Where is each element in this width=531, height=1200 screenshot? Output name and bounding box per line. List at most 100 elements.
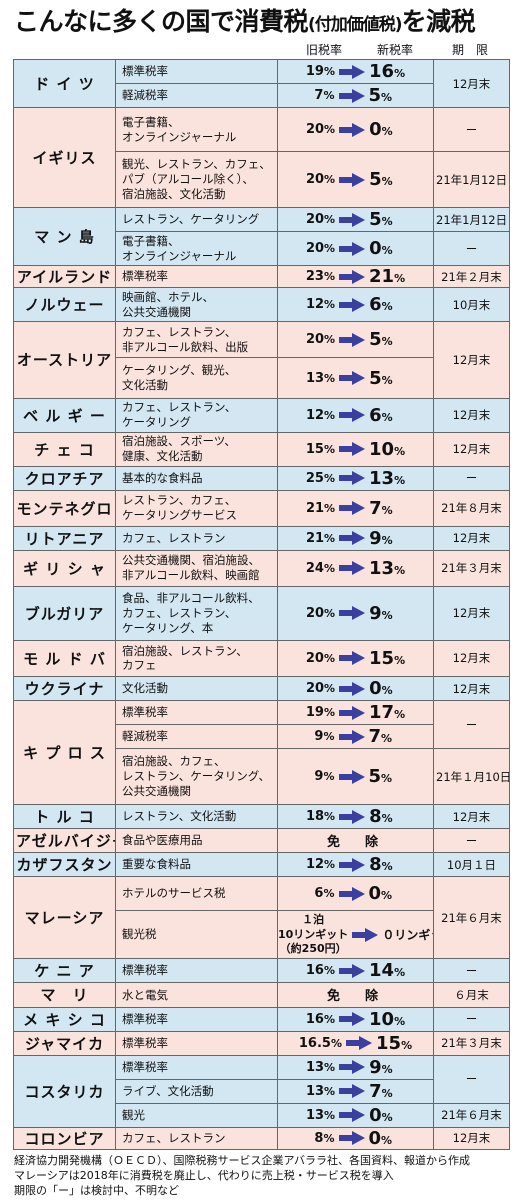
old-rate: 23% [306,269,335,284]
deadline-cell: 12月末 [433,525,510,551]
old-rate: 21% [306,531,335,546]
new-rate: 7% [369,726,405,747]
category-cell: 電子書籍、 オンラインジャーナル [115,107,278,153]
new-rate: 7% [369,1081,405,1102]
new-rate-value: 5 [368,766,382,788]
new-rate: 21% [369,266,406,288]
percent-sign: % [381,1062,393,1076]
new-rate: 10% [369,1009,405,1030]
table-row: 軽減税率 7% 5% [14,83,510,109]
percent-sign: % [324,371,336,385]
deadline-cell: 21年1月12日 [433,151,510,209]
exempt-label: 免 除 [326,835,384,851]
country-name: オーストリア [13,321,116,399]
new-rate-value: 9 [369,527,382,549]
percent-sign: % [324,213,336,227]
country-name: ブルガリア [13,585,116,641]
percent-sign: % [324,298,336,312]
category-cell: 標準税率 [115,1030,278,1056]
rate-cell: 19% 16% [277,58,434,85]
rate-cell: 9% 7% [277,724,434,750]
deadline-cell: 12月末 [433,397,510,433]
percent-sign: % [324,682,336,696]
arrow-right-icon [338,769,365,784]
old-rate-value: 24 [305,560,324,576]
old-rate-value: 9 [314,769,324,785]
arrow-right-icon [339,681,366,696]
category-cell: 電子書籍、 オンラインジャーナル [115,231,278,267]
table-row: マ リ水と電気 免 除 ６月末 [13,982,510,1008]
category-cell: ケータリング、観光、 文化活動 [115,357,278,399]
new-rate: 0% [369,119,405,140]
old-rate: 9% [307,769,334,785]
country-name: イギリス [13,107,116,209]
percent-sign: % [394,272,406,286]
percent-sign: % [394,966,406,980]
new-rate: 16% [369,61,405,82]
arrow-right-icon [339,371,366,386]
percent-sign: % [394,563,406,577]
old-rate: 25% [306,471,335,486]
category-cell: カフェ、レストラン、 非アルコール飲料、出版 [115,321,278,359]
rate-cell: １泊 10リンギット （約250円） ０リンギット [277,910,434,960]
deadline-cell: 12月末 [433,676,510,702]
new-rate-value: 5 [368,85,382,107]
old-rate-value: 21 [305,530,325,546]
old-rate-value: 20 [305,212,325,228]
new-rate-value: 21 [369,266,395,288]
percent-sign: % [381,812,393,826]
percent-sign: % [381,860,393,874]
table-row: ジャマイカ 標準税率 16.5% 15% 21年３月末 [13,1030,510,1056]
arrow-right-icon [339,561,366,576]
old-rate: 19% [306,64,335,79]
table-row: モンテネグロ レストラン、カフェ、 ケータリングサービス 21% 7% 21年８月末 [13,489,510,527]
percent-sign: % [394,473,406,487]
rate-cell: 18% 8% [277,804,434,830]
old-rate: 20% [306,241,335,256]
percent-sign: % [323,442,336,456]
rate-cell: 13% 7% [277,1078,434,1104]
percent-sign: % [394,444,406,458]
category-cell: 標準税率 [115,1054,278,1080]
old-rate-value: 20 [305,605,325,621]
new-rate: 9% [369,528,405,549]
rate-cell: 9% 5% [277,748,434,806]
percent-sign: % [381,335,393,349]
deadline-cell: 21年１月10日 [433,748,510,806]
country-name: ノルウェー [13,287,116,323]
deadline-cell: 12月末 [433,1126,510,1151]
category-cell: 食品や医療用品 [115,828,278,854]
old-rate: 16.5% [299,1036,342,1051]
table-row: ブルガリア 食品、非アルコール飲料、 カフェ、レストラン、 ケータリング、本 20%… [13,585,510,641]
rate-cell: 23% 21% [277,265,434,289]
new-rate: 0% [369,1128,405,1148]
deadline-cell: ー [433,107,510,153]
category-cell: レストラン、カフェ、 ケータリングサービス [115,489,278,527]
country-name: ケ ニ ア [13,958,116,984]
new-rate: 7% [369,498,405,519]
table-row: ベ ル ギ ーカフェ、レストラン、 ケータリング 12% 6% 12月末 [13,397,510,433]
old-rate-value: 13 [305,1107,325,1123]
table-row: ケ ニ ア標準税率 16% 14% ー [13,958,510,984]
arrow-right-icon [339,172,366,187]
rate-cell: 12% 6% [277,287,434,323]
arrow-right-icon [339,1012,366,1027]
table-row: モ ル ド バ宿泊施設、レストラン、 カフェ 20% 15% 12月末 [13,639,510,678]
percent-sign: % [324,123,336,137]
table-row: マレーシア ホテルのサービス税 6% 0% 21年６月末 [13,876,510,960]
new-rate-value: 7 [368,726,382,748]
category-cell: カフェ、レストラン [115,1126,278,1151]
arrow-right-icon [339,501,366,516]
category-cell: 映画館、ホテル、 公共交通機関 [115,287,278,323]
category-cell: 観光税 [115,910,278,960]
category-cell: 文化活動 [115,676,278,702]
category-cell: 水と電気 [115,982,278,1008]
new-rate: 5% [369,85,405,106]
rate-cell: 20% 5% [277,151,434,209]
category-cell: 標準税率 [115,700,278,726]
header-old-rate: 旧税率 [305,43,342,57]
percent-sign: % [381,732,393,746]
rate-cell: 20% 5% [277,207,434,233]
arrow-right-icon [352,927,379,942]
new-rate: 8% [369,854,405,875]
